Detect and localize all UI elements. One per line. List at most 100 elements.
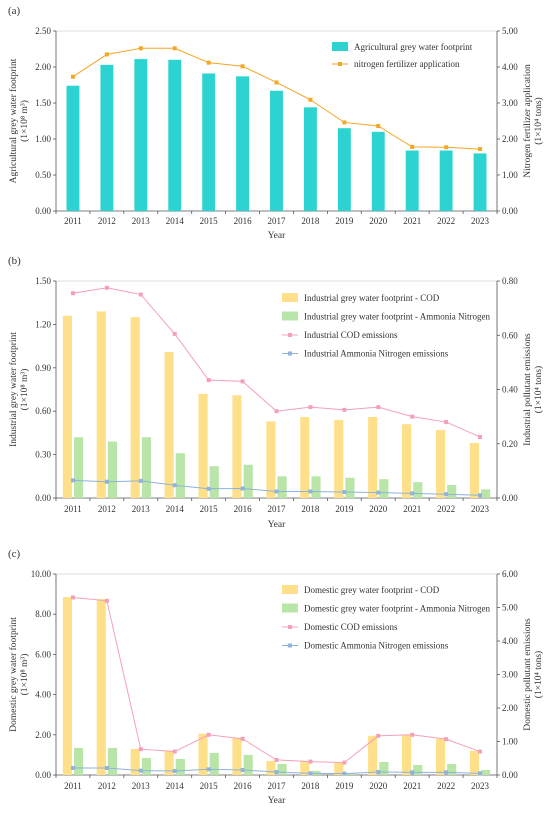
point — [376, 124, 381, 129]
point — [138, 292, 143, 297]
x-tick-label: 2023 — [471, 216, 490, 226]
y-axis-title-line: Agricultural grey water footprint — [8, 58, 19, 183]
x-tick-label: 2014 — [166, 504, 185, 514]
x-tick-label: 2021 — [403, 504, 421, 514]
legend-label: Agricultural grey water footprint — [354, 42, 473, 52]
y2-axis-title-line: Domestic pollutant emissions — [523, 618, 533, 731]
x-tick-label: 2017 — [268, 216, 287, 226]
legend-swatch — [282, 311, 298, 321]
x-axis-title: Year — [268, 796, 286, 806]
bar — [266, 421, 276, 498]
point — [172, 749, 177, 754]
bar — [447, 484, 457, 498]
bar — [371, 131, 385, 211]
point — [206, 767, 211, 772]
bar — [107, 441, 118, 498]
bar — [66, 85, 80, 211]
point — [70, 291, 75, 296]
bar — [277, 476, 287, 498]
x-tick-label: 2013 — [132, 216, 151, 226]
legend-swatch-marker — [288, 333, 292, 337]
x-tick-label: 2018 — [301, 216, 320, 226]
bar — [73, 437, 84, 498]
y2-tick-label: 4.00 — [502, 636, 518, 646]
x-tick-label: 2011 — [64, 781, 82, 791]
bar — [337, 128, 351, 211]
y2-tick-label: 3.00 — [502, 98, 518, 108]
x-tick-label: 2019 — [335, 781, 354, 791]
bar-series-1 — [62, 597, 480, 775]
bar — [469, 443, 480, 498]
x-axis-title: Year — [268, 520, 286, 530]
y-tick-label: 2.50 — [35, 26, 51, 36]
point — [240, 486, 245, 491]
point — [376, 405, 381, 410]
line-series-1 — [70, 595, 483, 765]
y-axis-title-unit: (1×10⁸ m³) — [19, 100, 30, 142]
point — [104, 598, 109, 603]
point — [444, 420, 449, 425]
y-tick-label: 2.00 — [35, 62, 51, 72]
point — [342, 407, 347, 412]
bar — [130, 317, 140, 498]
bar — [379, 479, 389, 498]
point — [240, 64, 245, 69]
y-tick-label: 10.00 — [31, 569, 52, 579]
line-series-2 — [70, 765, 483, 776]
bar — [198, 393, 208, 498]
y2-axis-title-unit: (1×10⁴ tons) — [533, 97, 544, 144]
bar — [236, 76, 250, 211]
point — [70, 478, 75, 483]
point — [274, 409, 279, 414]
bar — [311, 476, 321, 498]
point — [104, 52, 109, 57]
bar — [413, 764, 423, 775]
point — [410, 144, 415, 149]
y-axis-title-unit: (1×10⁸ m³) — [19, 654, 30, 696]
bar — [107, 747, 118, 775]
point — [478, 434, 483, 439]
y2-tick-label: 2.00 — [502, 703, 518, 713]
point — [104, 765, 109, 770]
bar — [402, 424, 412, 498]
y2-tick-label: 0.00 — [502, 493, 518, 503]
point — [342, 760, 347, 765]
x-tick-label: 2018 — [301, 781, 320, 791]
legend-label: Industrial COD emissions — [304, 330, 398, 340]
legend-swatch — [332, 42, 348, 51]
bar — [345, 477, 355, 498]
bar — [435, 738, 446, 775]
point — [478, 493, 483, 498]
bar — [303, 107, 317, 211]
x-tick-label: 2019 — [335, 504, 354, 514]
x-tick-label: 2023 — [471, 504, 490, 514]
x-tick-label: 2018 — [301, 504, 320, 514]
point — [410, 414, 415, 419]
series-line — [72, 596, 481, 764]
y-axis-title-unit: (1×10⁸ m³) — [19, 369, 30, 411]
point — [206, 60, 211, 65]
y2-tick-label: 2.00 — [502, 134, 518, 144]
legend-label: Industrial Ammonia Nitrogen emissions — [304, 349, 449, 359]
bar — [481, 769, 491, 775]
legend: Agricultural grey water footprint nitroge… — [332, 42, 473, 69]
bar — [379, 761, 389, 775]
legend-swatch — [282, 603, 298, 613]
bar — [243, 754, 253, 775]
bar — [447, 763, 457, 775]
line-series-2 — [70, 478, 483, 498]
y2-axis-title-unit: (1×10⁴ tons) — [533, 366, 544, 413]
y2-axis-title-line: Industrial pollutant emissions — [523, 333, 533, 446]
bar — [209, 752, 219, 775]
bar — [175, 453, 185, 498]
bar-series-1 — [62, 311, 480, 498]
bar — [405, 150, 419, 211]
point — [410, 770, 415, 775]
point — [410, 732, 415, 737]
bar — [481, 489, 491, 498]
point — [138, 747, 143, 752]
x-tick-label: 2022 — [437, 504, 455, 514]
point — [240, 736, 245, 741]
legend-label: Domestic grey water footprint - Ammonia … — [304, 604, 490, 614]
